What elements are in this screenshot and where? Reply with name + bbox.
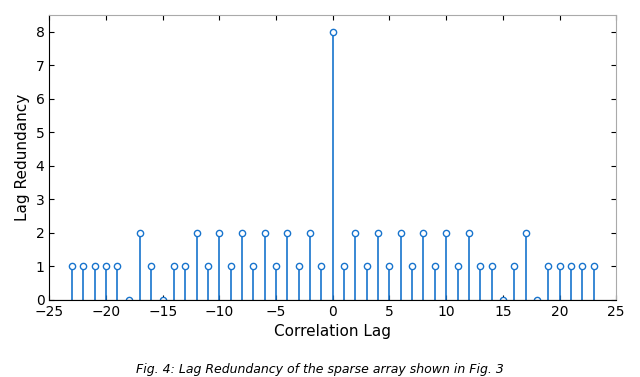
Text: Fig. 4: Lag Redundancy of the sparse array shown in Fig. 3: Fig. 4: Lag Redundancy of the sparse arr… (136, 363, 504, 376)
Y-axis label: Lag Redundancy: Lag Redundancy (15, 94, 30, 221)
X-axis label: Correlation Lag: Correlation Lag (275, 324, 391, 339)
